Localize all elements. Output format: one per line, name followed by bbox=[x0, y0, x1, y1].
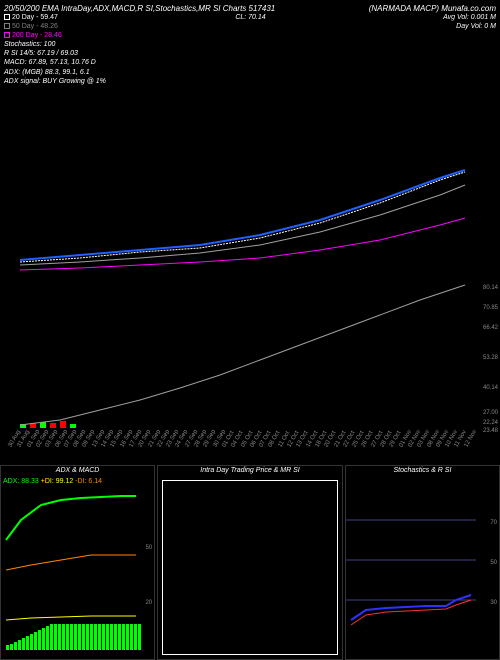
main-price-chart bbox=[0, 0, 470, 280]
intraday-panel: Intra Day Trading Price & MR SI bbox=[157, 465, 343, 660]
adx-panel-title: ADX & MACD bbox=[1, 466, 154, 475]
adx-overlay: ADX: 88.33 +DI: 99.12 -DI: 6.14 bbox=[3, 478, 102, 485]
adx-macd-panel: ADX & MACD ADX: 88.33 +DI: 99.12 -DI: 6.… bbox=[0, 465, 155, 660]
stochastics-panel: Stochastics & R SI 705030 bbox=[345, 465, 500, 660]
stoch-panel-title: Stochastics & R SI bbox=[346, 466, 499, 475]
date-axis: 30 Aug31 Aug01 Sep02 Sep03 Sep06 Sep07 S… bbox=[0, 430, 470, 460]
indicator-panels: ADX & MACD ADX: 88.33 +DI: 99.12 -DI: 6.… bbox=[0, 465, 500, 660]
price-axis: 80.1470.8566.4253.2840.1427.0022.2423.48 bbox=[470, 280, 500, 430]
mid-volume-chart bbox=[0, 280, 470, 430]
intraday-empty-box bbox=[162, 480, 338, 655]
intraday-panel-title: Intra Day Trading Price & MR SI bbox=[158, 466, 342, 475]
